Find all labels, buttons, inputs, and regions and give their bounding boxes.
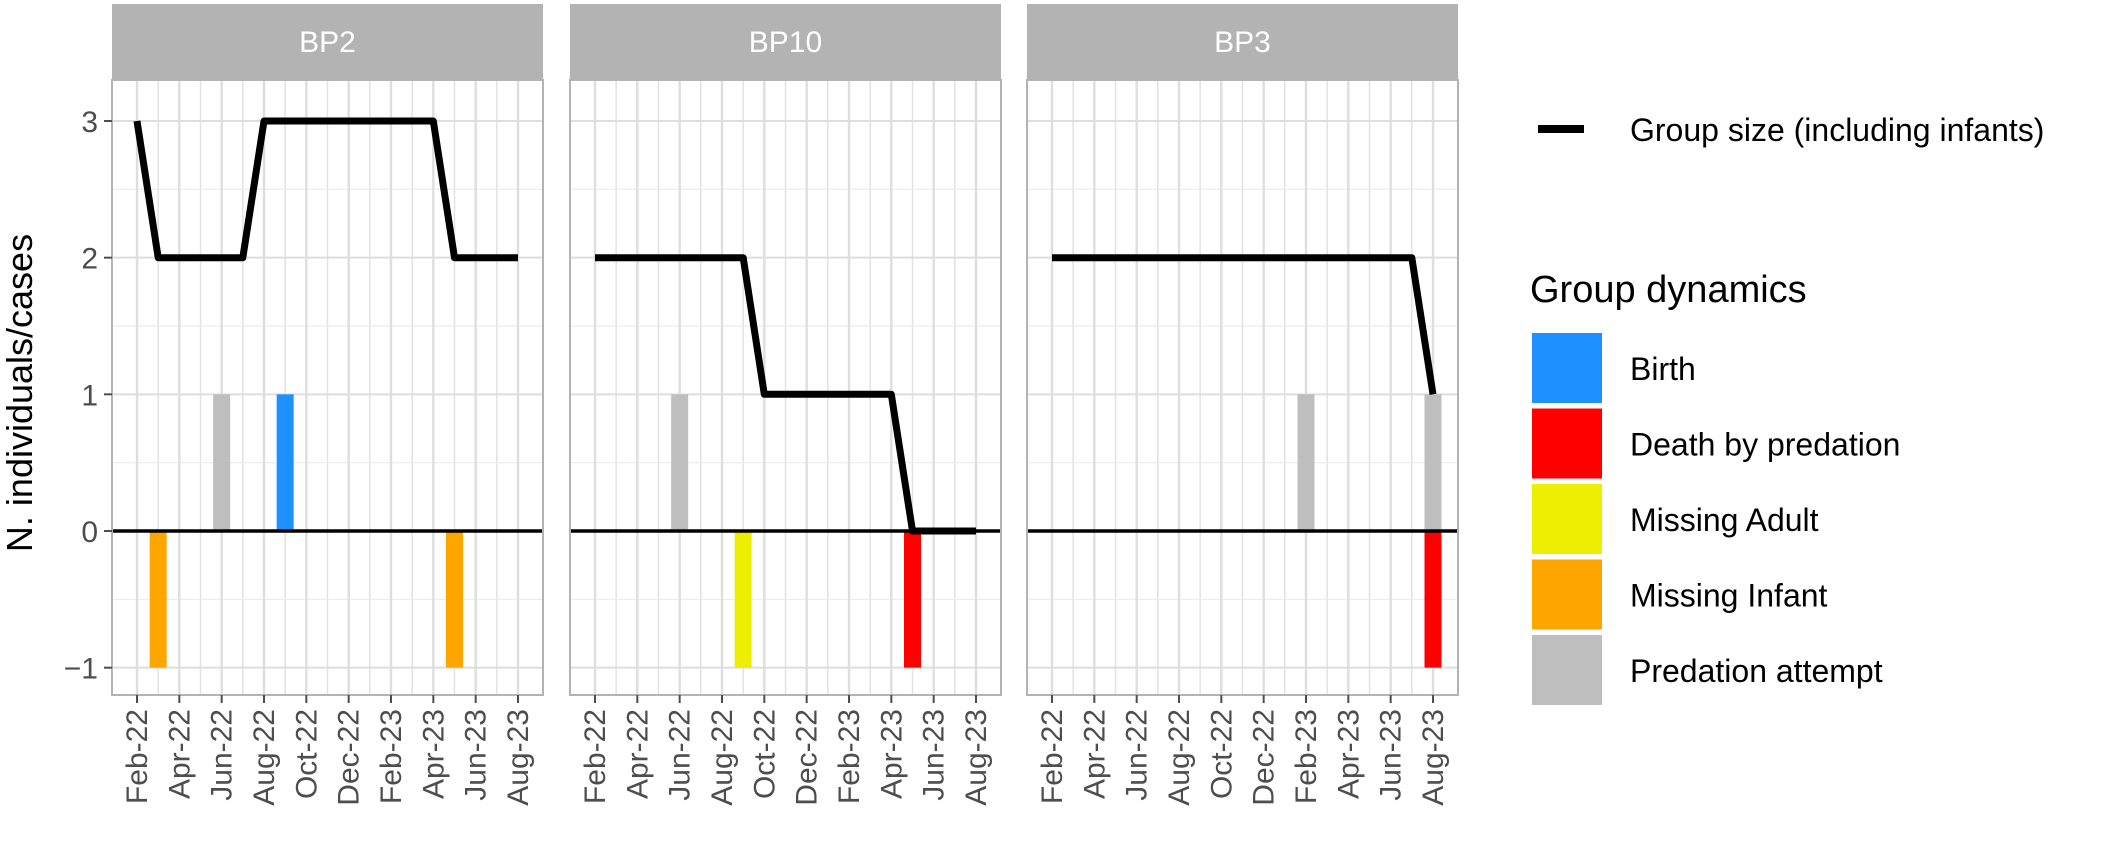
y-axis: 3 2 1 0 −1 — [64, 106, 112, 686]
legend-swatch — [1532, 333, 1602, 403]
x-tick-label: Oct-22 — [290, 709, 323, 799]
event-bar-predation-attempt — [1297, 394, 1315, 531]
x-tick-label: Aug-23 — [1417, 709, 1450, 806]
x-tick-label: Aug-23 — [960, 709, 993, 806]
group-size-line — [133, 117, 518, 262]
y-tick-label: −1 — [64, 653, 98, 686]
x-tick-label: Dec-22 — [791, 709, 824, 806]
x-tick-label: Apr-22 — [621, 709, 654, 799]
legend-title: Group dynamics — [1530, 269, 1807, 311]
y-tick-label: 0 — [81, 516, 98, 549]
x-tick-label: Jun-23 — [918, 709, 951, 801]
x-tick-label: Apr-22 — [163, 709, 196, 799]
facet-strip — [570, 4, 1001, 80]
x-tick-label: Jun-23 — [1375, 709, 1408, 801]
legend: Group size (including infants) Group dyn… — [1530, 112, 2044, 705]
legend-item-missing-adult: Missing Adult — [1532, 484, 1819, 554]
event-bar-predation-attempt — [213, 394, 231, 531]
x-tick-label: Apr-23 — [875, 709, 908, 799]
legend-swatch — [1532, 635, 1602, 705]
x-tick-label: Dec-22 — [1248, 709, 1281, 806]
legend-swatch — [1532, 408, 1602, 479]
x-tick-label: Feb-22 — [121, 709, 154, 804]
event-bar-missing-adult — [734, 531, 752, 668]
legend-line-label: Group size (including infants) — [1630, 112, 2044, 148]
x-tick-label: Apr-23 — [1332, 709, 1365, 799]
x-tick-label: Jun-22 — [664, 709, 697, 801]
y-axis-label: N. individuals/cases — [0, 234, 40, 552]
panel-border — [1026, 79, 1459, 696]
x-tick-label: Jun-22 — [206, 709, 239, 801]
event-bar-missing-infant — [446, 531, 463, 668]
x-tick-label: Apr-23 — [417, 709, 450, 799]
y-tick-label: 2 — [81, 243, 98, 276]
legend-swatch — [1532, 559, 1602, 630]
x-tick-label: Jun-22 — [1121, 709, 1154, 801]
event-bar-death-by-predation — [904, 531, 921, 668]
x-tick-label: Oct-22 — [748, 709, 781, 799]
x-tick-label: Dec-22 — [333, 709, 366, 806]
panel-border — [569, 79, 1002, 696]
facet-title: BP10 — [749, 26, 822, 59]
facet-strip — [112, 4, 543, 80]
event-bar-death-by-predation — [1424, 531, 1442, 668]
group-size-line — [595, 254, 976, 535]
event-bar-birth — [276, 394, 294, 531]
x-tick-label: Oct-22 — [1205, 709, 1238, 799]
x-tick-label: Apr-22 — [1078, 709, 1111, 799]
legend-label: Missing Infant — [1630, 578, 1828, 614]
panel-border — [111, 79, 544, 696]
x-tick-label: Feb-22 — [1036, 709, 1069, 804]
facet-title: BP2 — [299, 26, 356, 59]
x-tick-label: Aug-23 — [502, 709, 535, 806]
event-bar-predation-attempt — [671, 394, 689, 531]
x-tick-label: Aug-22 — [1163, 709, 1196, 806]
legend-label: Predation attempt — [1630, 653, 1883, 689]
x-tick-label: Feb-23 — [833, 709, 866, 804]
group-size-line — [1052, 254, 1437, 395]
legend-item-death-by-predation: Death by predation — [1532, 408, 1900, 479]
x-tick-label: Feb-23 — [1290, 709, 1323, 804]
legend-item-missing-infant: Missing Infant — [1532, 559, 1828, 630]
facet-title: BP3 — [1214, 26, 1271, 59]
legend-label: Missing Adult — [1630, 502, 1819, 538]
legend-label: Birth — [1630, 351, 1696, 387]
facet-panels: BP2 Feb-22 Apr-22 Jun-22 Aug-22 Oct-22 Dec-22 F… — [64, 4, 1459, 806]
x-tick-label: Feb-23 — [375, 709, 408, 804]
y-tick-label: 1 — [81, 379, 98, 412]
facet-panel-bp3: BP3 Feb-22 Apr-22 Jun-22 Aug-22 Oct-22 Dec-22 F… — [1026, 4, 1459, 806]
x-tick-label: Feb-22 — [579, 709, 612, 804]
legend-swatch — [1532, 484, 1602, 554]
facet-panel-bp10: BP10 Feb-22 Apr-22 Jun-22 Aug-22 Oct-22 Dec-22… — [569, 4, 1002, 806]
facet-strip — [1027, 4, 1458, 80]
x-tick-label: Aug-22 — [248, 709, 281, 806]
legend-item-predation-attempt: Predation attempt — [1532, 635, 1883, 705]
facet-panel-bp2: BP2 Feb-22 Apr-22 Jun-22 Aug-22 Oct-22 Dec-22 F… — [111, 4, 544, 806]
x-tick-label: Jun-23 — [460, 709, 493, 801]
x-tick-label: Aug-22 — [706, 709, 739, 806]
y-tick-label: 3 — [81, 106, 98, 139]
legend-label: Death by predation — [1630, 427, 1900, 463]
event-bar-predation-attempt — [1424, 394, 1442, 531]
legend-keys: Birth Death by predation Missing Adult Miss… — [1532, 333, 1900, 705]
event-bar-missing-infant — [149, 531, 167, 668]
legend-item-birth: Birth — [1532, 333, 1696, 403]
